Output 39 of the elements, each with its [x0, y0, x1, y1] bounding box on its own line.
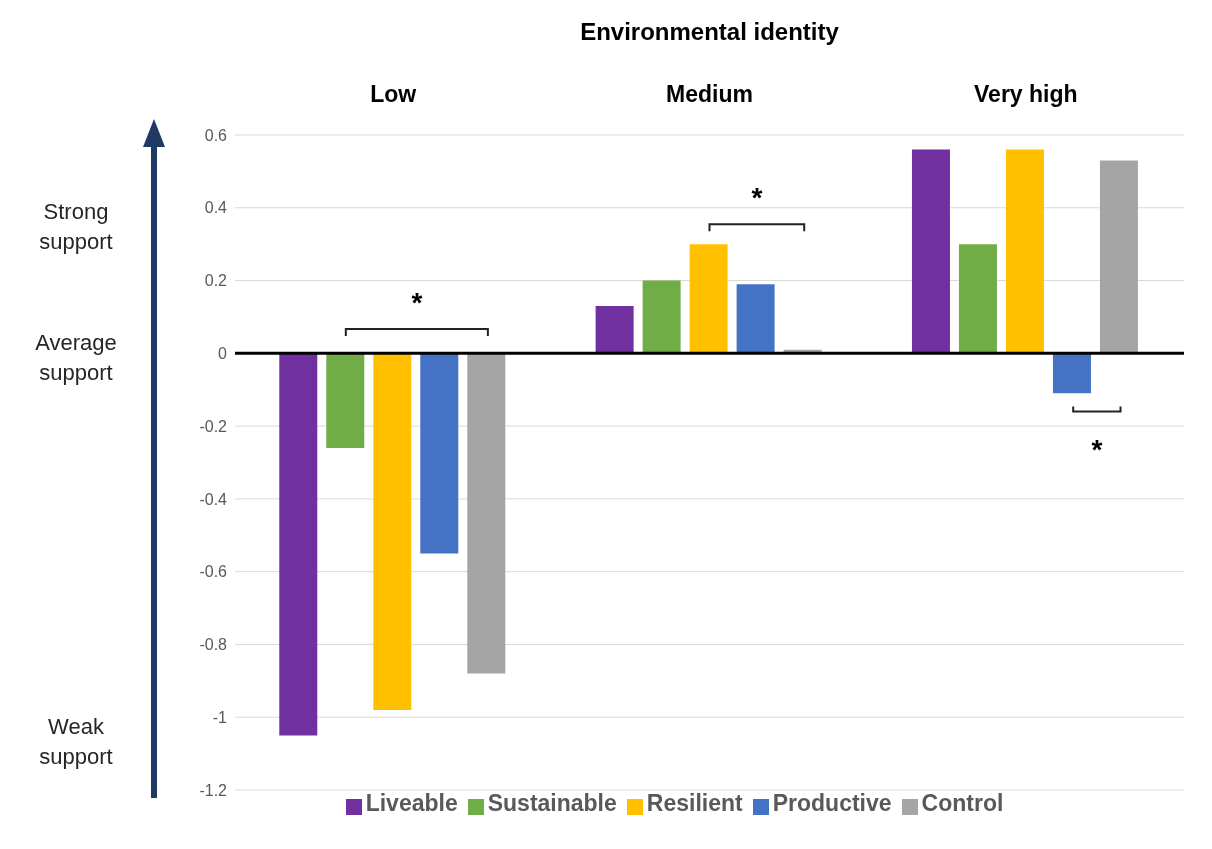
- bar: [279, 353, 318, 736]
- bar: [373, 353, 412, 710]
- bar: [642, 280, 681, 354]
- y-tick-label: -1.2: [199, 781, 228, 799]
- x-tick-label: Low: [370, 81, 417, 107]
- x-tick-label: Very high: [974, 81, 1078, 107]
- y-tick-label: 0.4: [204, 199, 228, 217]
- y-tick-label: 0: [218, 345, 228, 363]
- text: Strong support: [39, 199, 113, 255]
- bar: [689, 244, 728, 354]
- y-tick-label: -0.2: [199, 417, 228, 435]
- text: Weak support: [39, 713, 113, 769]
- annotation: *: [1091, 434, 1103, 466]
- annotation: *: [411, 287, 423, 319]
- bar: [958, 244, 997, 354]
- bar: [1052, 353, 1091, 394]
- legend-label: Resilient: [646, 790, 743, 816]
- bar: [467, 353, 506, 674]
- x-tick-label: Medium: [666, 81, 753, 107]
- y-tick-label: -0.6: [199, 563, 228, 581]
- legend-label: Productive: [772, 790, 892, 816]
- annotation: *: [751, 182, 763, 214]
- y-tick-label: -0.8: [199, 636, 228, 654]
- y-tick-label: 0.6: [204, 126, 228, 144]
- bar: [1005, 149, 1044, 354]
- y-tick-label: -1: [212, 708, 228, 726]
- bar: [420, 353, 459, 554]
- text: Average support: [35, 330, 117, 386]
- bar: [326, 353, 365, 448]
- y-tick-label: -0.4: [199, 490, 228, 508]
- chart-title: Environmental identity: [579, 18, 840, 46]
- legend-label: Sustainable: [487, 790, 617, 816]
- y-tick-label: 0.2: [204, 272, 228, 290]
- legend-label: Control: [921, 790, 1004, 816]
- bar: [736, 284, 775, 354]
- legend-label: Liveable: [365, 790, 458, 816]
- bar: [1099, 160, 1138, 354]
- bar: [911, 149, 950, 354]
- bar: [595, 306, 634, 354]
